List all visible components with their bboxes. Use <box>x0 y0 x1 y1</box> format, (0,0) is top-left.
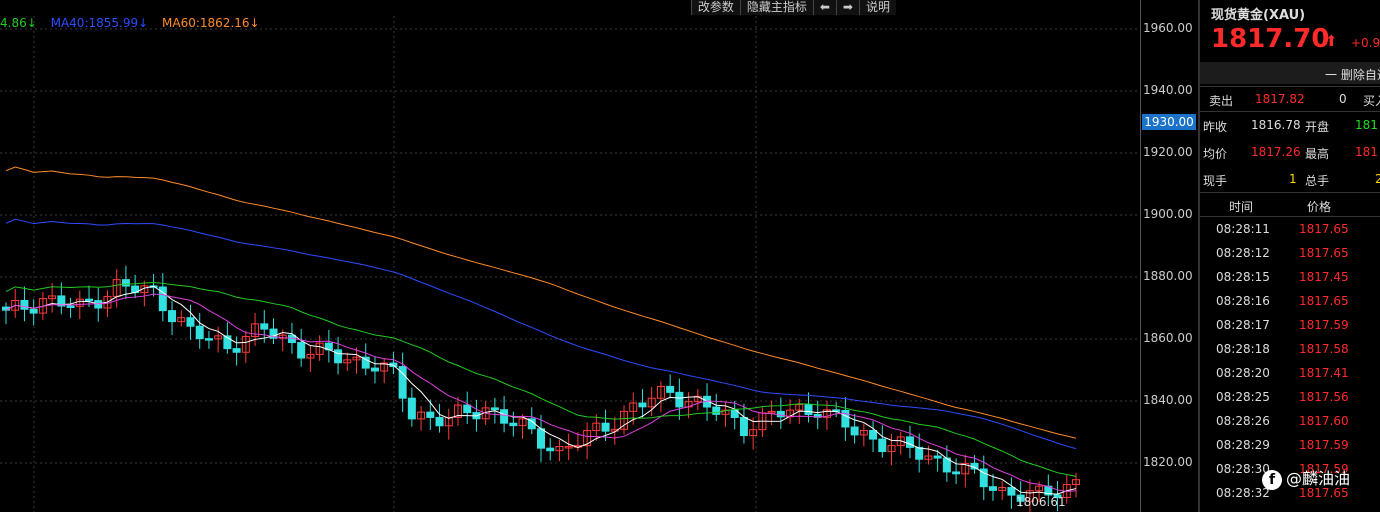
sell-label: 卖出 <box>1209 94 1234 108</box>
price-axis: 1960.00 1940.00 1930.00 1920.00 1900.00 … <box>1140 0 1199 512</box>
trade-price: 1817.59 <box>1299 318 1349 332</box>
trade-row: 08:28:32 1817.65 <box>1199 480 1380 504</box>
prev-close-row: 昨收 1816.78 开盘 181 <box>1199 114 1380 136</box>
trade-time: 08:28:25 <box>1216 390 1270 404</box>
trade-price: 1817.65 <box>1299 246 1349 260</box>
trade-price: 1817.41 <box>1299 366 1349 380</box>
price-header: 价格 <box>1307 200 1332 214</box>
trade-row: 08:28:30 1817.59 <box>1199 456 1380 480</box>
trade-time: 08:28:18 <box>1216 342 1270 356</box>
trade-row: 08:28:11 1817.65 <box>1199 216 1380 240</box>
sell-price: 1817.82 <box>1255 92 1305 106</box>
trade-price: 1817.59 <box>1299 462 1349 476</box>
open-value: 181 <box>1355 118 1378 132</box>
prev-close-value: 1816.78 <box>1251 118 1301 132</box>
watermark: f @麟油油 <box>1262 465 1350 490</box>
trade-price: 1817.45 <box>1299 270 1349 284</box>
trade-price: 1817.65 <box>1299 294 1349 308</box>
hide-main-indicator-button[interactable]: 隐藏主指标 <box>739 0 813 15</box>
trade-price: 1817.65 <box>1299 486 1349 500</box>
buy-label: 买入 <box>1363 94 1380 108</box>
ma60-legend: MA60:1862.16↓ <box>162 16 260 30</box>
trade-price: 1817.60 <box>1299 414 1349 428</box>
low-price-marker: 1806.61 <box>1016 495 1066 509</box>
trade-row: 08:28:12 1817.65 <box>1199 240 1380 264</box>
avg-value: 1817.26 <box>1251 145 1301 159</box>
chart-toolbar: 改参数 隐藏主指标 ⬅ ➡ 说明 <box>690 0 896 15</box>
delete-watchlist-button[interactable]: 一 删除自选 <box>1325 68 1380 82</box>
tick-label: 1960.00 <box>1143 21 1193 35</box>
time-header: 时间 <box>1229 200 1254 214</box>
tick-label: 1940.00 <box>1143 83 1193 97</box>
tick-label: 1840.00 <box>1143 393 1193 407</box>
trade-time: 08:28:29 <box>1216 438 1270 452</box>
candlestick-chart[interactable]: 1806.61 4.86↓ MA40:1855.99↓ MA60:1862.16… <box>0 0 1140 512</box>
prev-close-label: 昨收 <box>1203 120 1228 134</box>
trade-time: 08:28:15 <box>1216 270 1270 284</box>
total-hand-label: 总手 <box>1305 174 1330 188</box>
up-arrow-icon: ⬆ <box>1325 32 1338 50</box>
crosshair-price-label: 1930.00 <box>1142 114 1196 130</box>
tick-label: 1900.00 <box>1143 207 1193 221</box>
total-hand-value: 2 <box>1375 172 1380 186</box>
high-label: 最高 <box>1305 147 1330 161</box>
ma40-legend: MA40:1855.99↓ <box>50 16 149 30</box>
platform-logo-icon: f <box>1262 469 1282 490</box>
trade-time: 08:28:32 <box>1216 486 1270 500</box>
trade-time: 08:28:26 <box>1216 414 1270 428</box>
trade-price: 1817.58 <box>1299 342 1349 356</box>
open-label: 开盘 <box>1305 120 1330 134</box>
chart-canvas[interactable]: 1806.61 <box>0 0 1140 512</box>
hand-row: 现手 1 总手 2 <box>1199 168 1380 190</box>
trade-time: 08:28:11 <box>1216 222 1270 236</box>
modify-params-button[interactable]: 改参数 <box>690 0 740 15</box>
left-arrow-icon[interactable]: ⬅ <box>812 0 836 15</box>
trade-row: 08:28:17 1817.59 <box>1199 312 1380 336</box>
instrument-title: 现货黄金(XAU) <box>1211 8 1306 23</box>
tick-label: 1920.00 <box>1143 145 1193 159</box>
trade-row: 08:28:25 1817.56 <box>1199 384 1380 408</box>
help-button[interactable]: 说明 <box>858 0 896 15</box>
trade-time: 08:28:30 <box>1216 462 1270 476</box>
trade-row: 08:28:16 1817.65 <box>1199 288 1380 312</box>
trade-header: 时间 价格 <box>1199 194 1380 216</box>
trade-row: 08:28:29 1817.59 <box>1199 432 1380 456</box>
tick-label: 1860.00 <box>1143 331 1193 345</box>
right-arrow-icon[interactable]: ➡ <box>835 0 859 15</box>
watermark-text: @麟油油 <box>1286 469 1351 488</box>
sell-row: 卖出 1817.82 0 买入 <box>1199 88 1380 110</box>
trade-price: 1817.56 <box>1299 390 1349 404</box>
current-hand-label: 现手 <box>1203 174 1228 188</box>
last-price: 1817.70 <box>1211 24 1330 54</box>
high-value: 181 <box>1355 145 1378 159</box>
trade-time: 08:28:17 <box>1216 318 1270 332</box>
ma20-legend: 4.86↓ <box>0 16 37 30</box>
current-hand-value: 1 <box>1289 172 1297 186</box>
ma-legend: 4.86↓ MA40:1855.99↓ MA60:1862.16↓ <box>0 16 270 30</box>
tick-label: 1820.00 <box>1143 455 1193 469</box>
price-change: +0.9 <box>1351 36 1380 50</box>
trade-time: 08:28:20 <box>1216 366 1270 380</box>
trade-price: 1817.65 <box>1299 222 1349 236</box>
quote-panel: 现货黄金(XAU) 1817.70 ⬆ +0.9 一 删除自选 卖出 1817.… <box>1198 0 1380 512</box>
trade-price: 1817.59 <box>1299 438 1349 452</box>
trade-row: 08:28:26 1817.60 <box>1199 408 1380 432</box>
avg-label: 均价 <box>1203 147 1228 161</box>
avg-row: 均价 1817.26 最高 181 <box>1199 141 1380 163</box>
trade-row: 08:28:20 1817.41 <box>1199 360 1380 384</box>
trade-time: 08:28:16 <box>1216 294 1270 308</box>
sell-qty: 0 <box>1339 92 1347 106</box>
trade-time: 08:28:12 <box>1216 246 1270 260</box>
trade-row: 08:28:15 1817.45 <box>1199 264 1380 288</box>
trade-row: 08:28:18 1817.58 <box>1199 336 1380 360</box>
tick-label: 1880.00 <box>1143 269 1193 283</box>
